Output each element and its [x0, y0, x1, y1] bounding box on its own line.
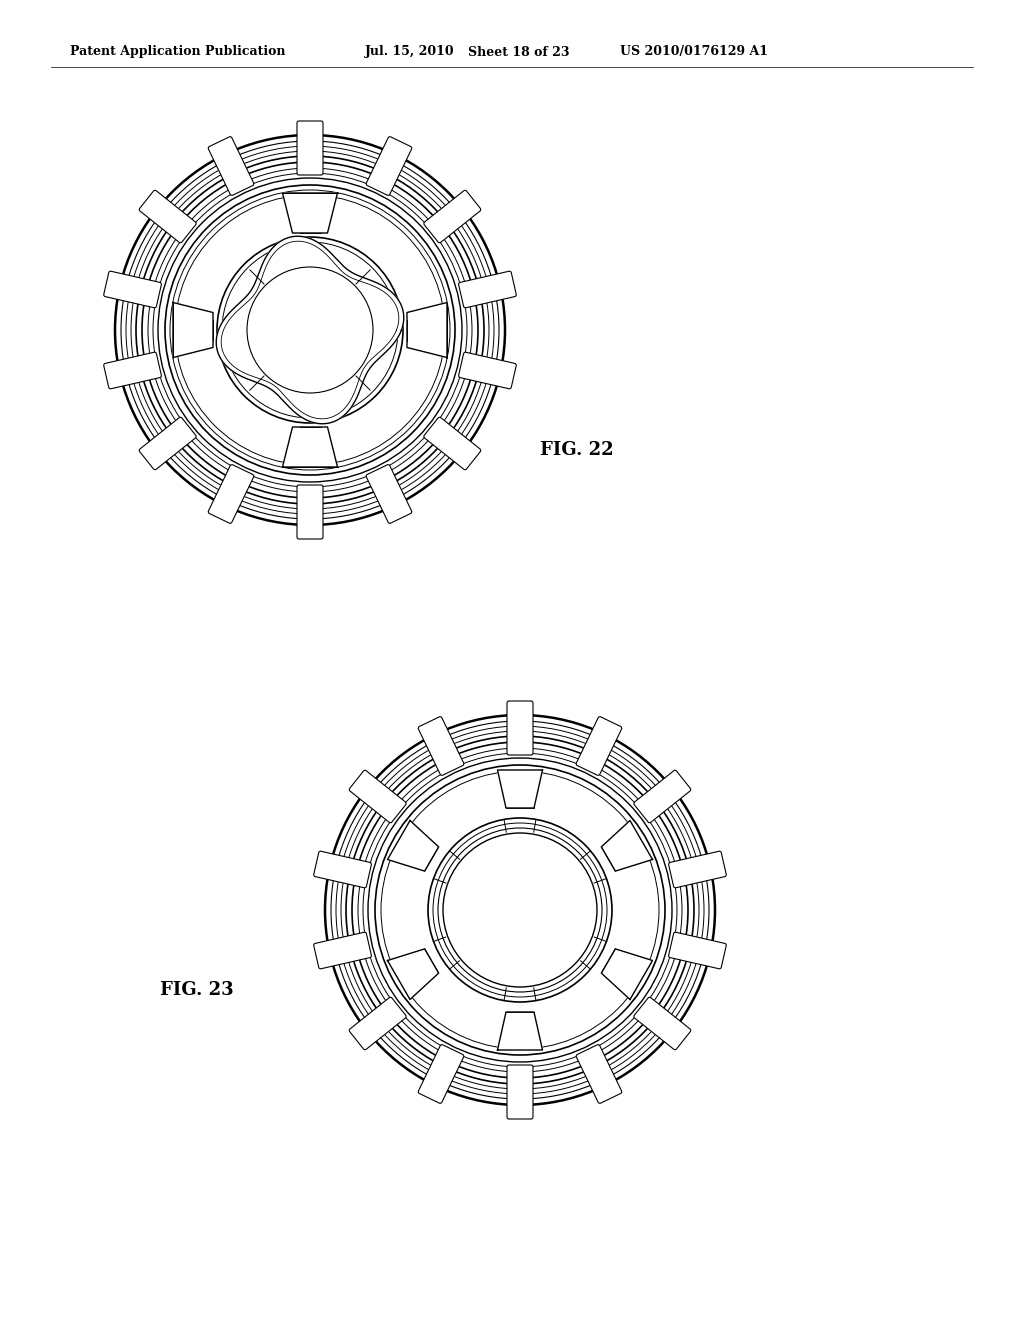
FancyBboxPatch shape — [208, 137, 254, 195]
Text: FIG. 22: FIG. 22 — [540, 441, 613, 459]
Polygon shape — [498, 770, 543, 808]
FancyBboxPatch shape — [349, 771, 407, 822]
FancyBboxPatch shape — [669, 932, 726, 969]
FancyBboxPatch shape — [139, 417, 197, 470]
FancyBboxPatch shape — [634, 771, 691, 822]
FancyBboxPatch shape — [424, 190, 481, 243]
FancyBboxPatch shape — [313, 851, 372, 888]
FancyBboxPatch shape — [367, 137, 412, 195]
Ellipse shape — [325, 715, 715, 1105]
FancyBboxPatch shape — [208, 465, 254, 523]
Polygon shape — [407, 302, 447, 358]
Polygon shape — [387, 821, 438, 871]
Ellipse shape — [115, 135, 505, 525]
Text: Patent Application Publication: Patent Application Publication — [70, 45, 286, 58]
Polygon shape — [498, 1012, 543, 1049]
FancyBboxPatch shape — [297, 484, 323, 539]
Polygon shape — [601, 949, 652, 999]
FancyBboxPatch shape — [313, 932, 372, 969]
Text: US 2010/0176129 A1: US 2010/0176129 A1 — [620, 45, 768, 58]
FancyBboxPatch shape — [424, 417, 481, 470]
Text: Sheet 18 of 23: Sheet 18 of 23 — [468, 45, 569, 58]
Polygon shape — [216, 236, 403, 424]
Ellipse shape — [375, 766, 665, 1055]
FancyBboxPatch shape — [103, 352, 162, 389]
Ellipse shape — [247, 267, 373, 393]
FancyBboxPatch shape — [418, 1044, 464, 1104]
Polygon shape — [173, 302, 213, 358]
FancyBboxPatch shape — [459, 352, 516, 389]
Ellipse shape — [443, 833, 597, 987]
Polygon shape — [283, 426, 338, 467]
FancyBboxPatch shape — [634, 997, 691, 1049]
FancyBboxPatch shape — [418, 717, 464, 775]
FancyBboxPatch shape — [367, 465, 412, 523]
Polygon shape — [283, 193, 338, 234]
FancyBboxPatch shape — [507, 701, 534, 755]
Text: FIG. 23: FIG. 23 — [160, 981, 233, 999]
Polygon shape — [601, 821, 652, 871]
FancyBboxPatch shape — [103, 271, 162, 308]
FancyBboxPatch shape — [297, 121, 323, 176]
FancyBboxPatch shape — [507, 1065, 534, 1119]
FancyBboxPatch shape — [459, 271, 516, 308]
Text: Jul. 15, 2010: Jul. 15, 2010 — [365, 45, 455, 58]
Ellipse shape — [165, 185, 455, 475]
FancyBboxPatch shape — [577, 717, 622, 775]
FancyBboxPatch shape — [349, 997, 407, 1049]
FancyBboxPatch shape — [669, 851, 726, 888]
FancyBboxPatch shape — [139, 190, 197, 243]
Polygon shape — [387, 949, 438, 999]
FancyBboxPatch shape — [577, 1044, 622, 1104]
